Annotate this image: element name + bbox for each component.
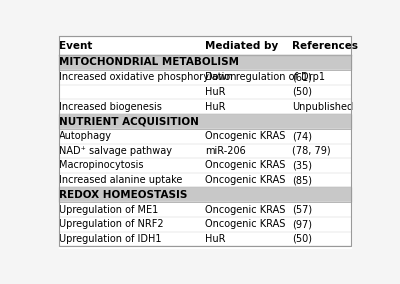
- Text: HuR: HuR: [205, 101, 226, 112]
- Text: MITOCHONDRIAL METABOLISM: MITOCHONDRIAL METABOLISM: [59, 57, 239, 68]
- Text: Increased oxidative phosphorylation: Increased oxidative phosphorylation: [59, 72, 237, 82]
- Text: HuR: HuR: [205, 87, 226, 97]
- Text: Autophagy: Autophagy: [59, 131, 112, 141]
- Bar: [59, 70, 351, 85]
- Bar: [59, 36, 351, 55]
- Bar: [59, 187, 351, 202]
- Bar: [59, 99, 351, 114]
- Text: REDOX HOMEOSTASIS: REDOX HOMEOSTASIS: [59, 190, 188, 200]
- Text: Macropinocytosis: Macropinocytosis: [59, 160, 144, 170]
- Text: Upregulation of NRF2: Upregulation of NRF2: [59, 219, 164, 229]
- Text: NAD⁺ salvage pathway: NAD⁺ salvage pathway: [59, 146, 172, 156]
- Text: (57): (57): [292, 205, 312, 215]
- Text: Oncogenic KRAS: Oncogenic KRAS: [205, 175, 285, 185]
- Text: Upregulation of ME1: Upregulation of ME1: [59, 205, 158, 215]
- Text: (61): (61): [292, 72, 312, 82]
- Text: Mediated by: Mediated by: [205, 41, 278, 51]
- Text: NUTRIENT ACQUISITION: NUTRIENT ACQUISITION: [59, 116, 199, 126]
- Text: Oncogenic KRAS: Oncogenic KRAS: [205, 205, 285, 215]
- Bar: [59, 217, 351, 232]
- Text: (78, 79): (78, 79): [292, 146, 330, 156]
- Text: (50): (50): [292, 234, 312, 244]
- Text: Oncogenic KRAS: Oncogenic KRAS: [205, 131, 285, 141]
- Text: miR-206: miR-206: [205, 146, 246, 156]
- Text: Oncogenic KRAS: Oncogenic KRAS: [205, 160, 285, 170]
- Bar: [59, 129, 351, 143]
- Bar: [59, 85, 351, 99]
- Text: HuR: HuR: [205, 234, 226, 244]
- Bar: [59, 114, 351, 129]
- Bar: [59, 202, 351, 217]
- Text: (35): (35): [292, 160, 312, 170]
- Text: Event: Event: [59, 41, 93, 51]
- Bar: [59, 143, 351, 158]
- Bar: [59, 232, 351, 246]
- Bar: [59, 55, 351, 70]
- Text: (50): (50): [292, 87, 312, 97]
- Text: Down regulation of Drp1: Down regulation of Drp1: [205, 72, 325, 82]
- Text: Increased biogenesis: Increased biogenesis: [59, 101, 162, 112]
- Text: (85): (85): [292, 175, 312, 185]
- Text: Unpublished: Unpublished: [292, 101, 353, 112]
- Bar: [59, 158, 351, 173]
- Bar: [59, 173, 351, 187]
- Text: (74): (74): [292, 131, 312, 141]
- Text: Oncogenic KRAS: Oncogenic KRAS: [205, 219, 285, 229]
- Text: Increased alanine uptake: Increased alanine uptake: [59, 175, 183, 185]
- Text: (97): (97): [292, 219, 312, 229]
- Text: Upregulation of IDH1: Upregulation of IDH1: [59, 234, 162, 244]
- Text: References: References: [292, 41, 358, 51]
